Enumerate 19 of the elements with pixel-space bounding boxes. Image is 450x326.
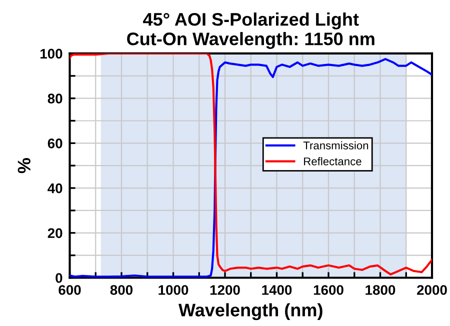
y-axis-title: % xyxy=(18,158,30,174)
x-tick-label: 1000 xyxy=(158,285,188,295)
x-tick-label: 1800 xyxy=(366,285,396,295)
x-tick-label: 600 xyxy=(58,285,81,295)
y-tick-label: 40 xyxy=(48,183,62,194)
chart-title: 45° AOI S-Polarized Light Cut-On Wavelength: 1150 nm xyxy=(127,12,374,49)
x-tick-label: 1200 xyxy=(210,285,240,295)
legend-label: Transmission xyxy=(303,141,368,150)
x-tick-label: 1400 xyxy=(262,285,292,295)
y-tick-label: 100 xyxy=(40,48,62,59)
x-tick-label: 800 xyxy=(110,285,133,295)
x-axis-title: Wavelength (nm) xyxy=(178,303,322,320)
y-tick-label: 80 xyxy=(48,94,62,104)
y-tick-label: 20 xyxy=(48,228,62,238)
y-tick-label: 0 xyxy=(56,273,62,283)
x-tick-label: 2000 xyxy=(417,285,447,295)
legend-label: Reflectance xyxy=(304,157,362,166)
x-tick-label: 1600 xyxy=(314,285,344,295)
y-tick-label: 60 xyxy=(48,138,62,148)
